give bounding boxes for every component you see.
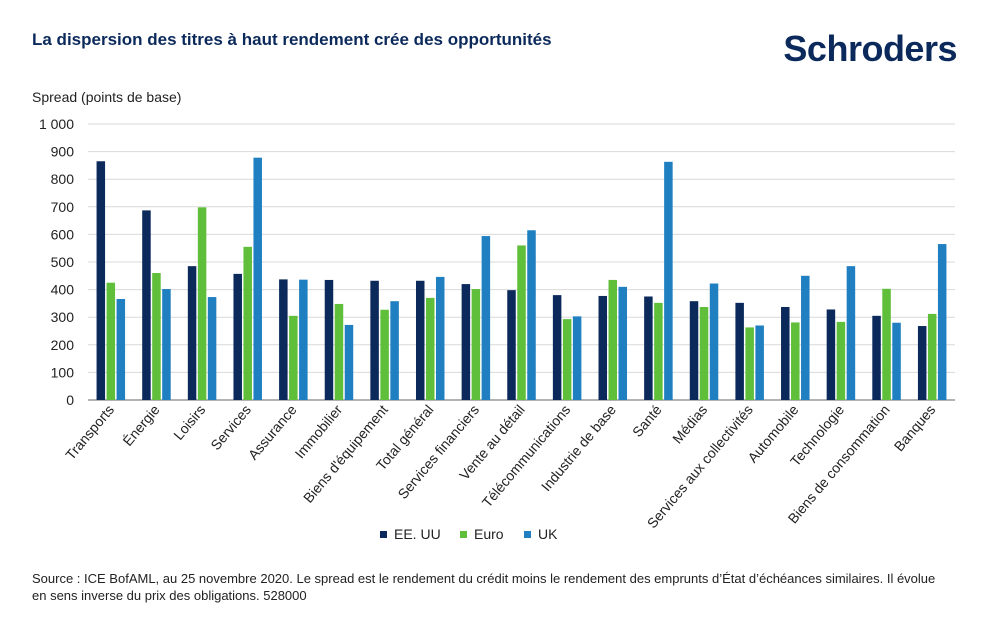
bar <box>664 161 673 400</box>
bar <box>425 297 435 400</box>
legend-swatch <box>524 531 531 538</box>
bar <box>507 290 516 400</box>
bar <box>380 309 389 400</box>
y-tick-label: 1 000 <box>39 116 74 132</box>
legend-label: EE. UU <box>394 526 441 542</box>
brand-logo: Schroders <box>783 28 957 69</box>
bar <box>846 266 856 400</box>
x-tick-label: Transports <box>62 402 117 463</box>
legend-label: UK <box>538 526 558 542</box>
legend-swatch <box>460 531 467 538</box>
bar <box>927 313 937 400</box>
bar <box>461 284 471 400</box>
bar <box>755 325 764 400</box>
bar <box>882 288 891 400</box>
bar <box>344 324 354 400</box>
bar <box>187 266 197 400</box>
bar <box>243 246 252 400</box>
y-tick-label: 800 <box>51 171 75 187</box>
bar <box>598 295 608 400</box>
bar <box>917 326 927 400</box>
y-tick-label: 300 <box>51 309 75 325</box>
bar <box>517 245 526 400</box>
x-tick-label: Télécommunications <box>479 402 574 511</box>
bar <box>689 301 699 400</box>
y-tick-label: 500 <box>51 254 75 270</box>
bar <box>253 157 262 400</box>
bar <box>299 279 308 400</box>
bar-chart: 0 100 200 300 400 500 600 700 800 900 1 000 Transpo… <box>39 116 955 542</box>
bar <box>699 306 709 400</box>
source-note: Source : ICE BofAML, au 25 novembre 2020… <box>32 571 936 603</box>
bar <box>116 298 126 400</box>
x-tick-label: Loisirs <box>170 402 208 443</box>
bar <box>289 315 298 400</box>
y-tick-label: 0 <box>66 392 74 408</box>
bar <box>435 276 445 400</box>
bar <box>562 319 572 400</box>
x-tick-label: Énergie <box>119 401 162 448</box>
bar <box>106 282 116 400</box>
x-tick-label: Services financiers <box>394 402 482 502</box>
bar <box>552 295 562 400</box>
bar <box>152 273 161 400</box>
y-axis-label: Spread (points de base) <box>32 89 182 105</box>
bar <box>644 296 653 400</box>
bar <box>390 301 399 400</box>
y-tick-label: 600 <box>51 226 75 242</box>
x-tick-label: Biens d'équipement <box>300 402 391 506</box>
x-tick-label: Assurance <box>245 401 300 462</box>
bar <box>334 303 344 400</box>
x-tick-label: Services <box>207 402 254 453</box>
bar <box>937 244 947 400</box>
bar <box>197 207 207 400</box>
bar <box>162 289 171 400</box>
bar <box>618 286 628 400</box>
bar <box>481 236 491 400</box>
bar <box>892 322 901 400</box>
bar <box>709 283 719 400</box>
chart-title: La dispersion des titres à haut rendemen… <box>32 30 552 49</box>
bar <box>735 302 744 400</box>
bar <box>415 280 425 400</box>
bar <box>279 279 288 400</box>
bar <box>836 321 846 400</box>
y-tick-label: 700 <box>51 199 75 215</box>
bar <box>96 161 106 400</box>
bar <box>801 275 810 400</box>
bar <box>527 230 536 400</box>
legend-swatch <box>380 531 387 538</box>
bar <box>608 279 618 400</box>
x-tick-label: Banques <box>891 402 939 455</box>
bar <box>654 302 663 400</box>
bar <box>233 273 242 400</box>
bar <box>370 280 379 400</box>
legend-label: Euro <box>474 526 504 542</box>
bar <box>781 306 790 400</box>
bar <box>142 210 151 400</box>
y-tick-label: 400 <box>51 282 75 298</box>
bar <box>745 327 754 400</box>
bar <box>471 289 481 400</box>
bar <box>791 322 800 400</box>
y-tick-label: 100 <box>51 364 75 380</box>
bar <box>826 309 836 400</box>
bar <box>572 316 582 400</box>
x-tick-label: Santé <box>629 401 665 439</box>
bar <box>207 297 217 400</box>
bar <box>324 279 334 400</box>
bar <box>872 315 881 400</box>
y-tick-label: 200 <box>51 337 75 353</box>
x-tick-label: Médias <box>669 402 710 447</box>
y-tick-label: 900 <box>51 144 75 160</box>
